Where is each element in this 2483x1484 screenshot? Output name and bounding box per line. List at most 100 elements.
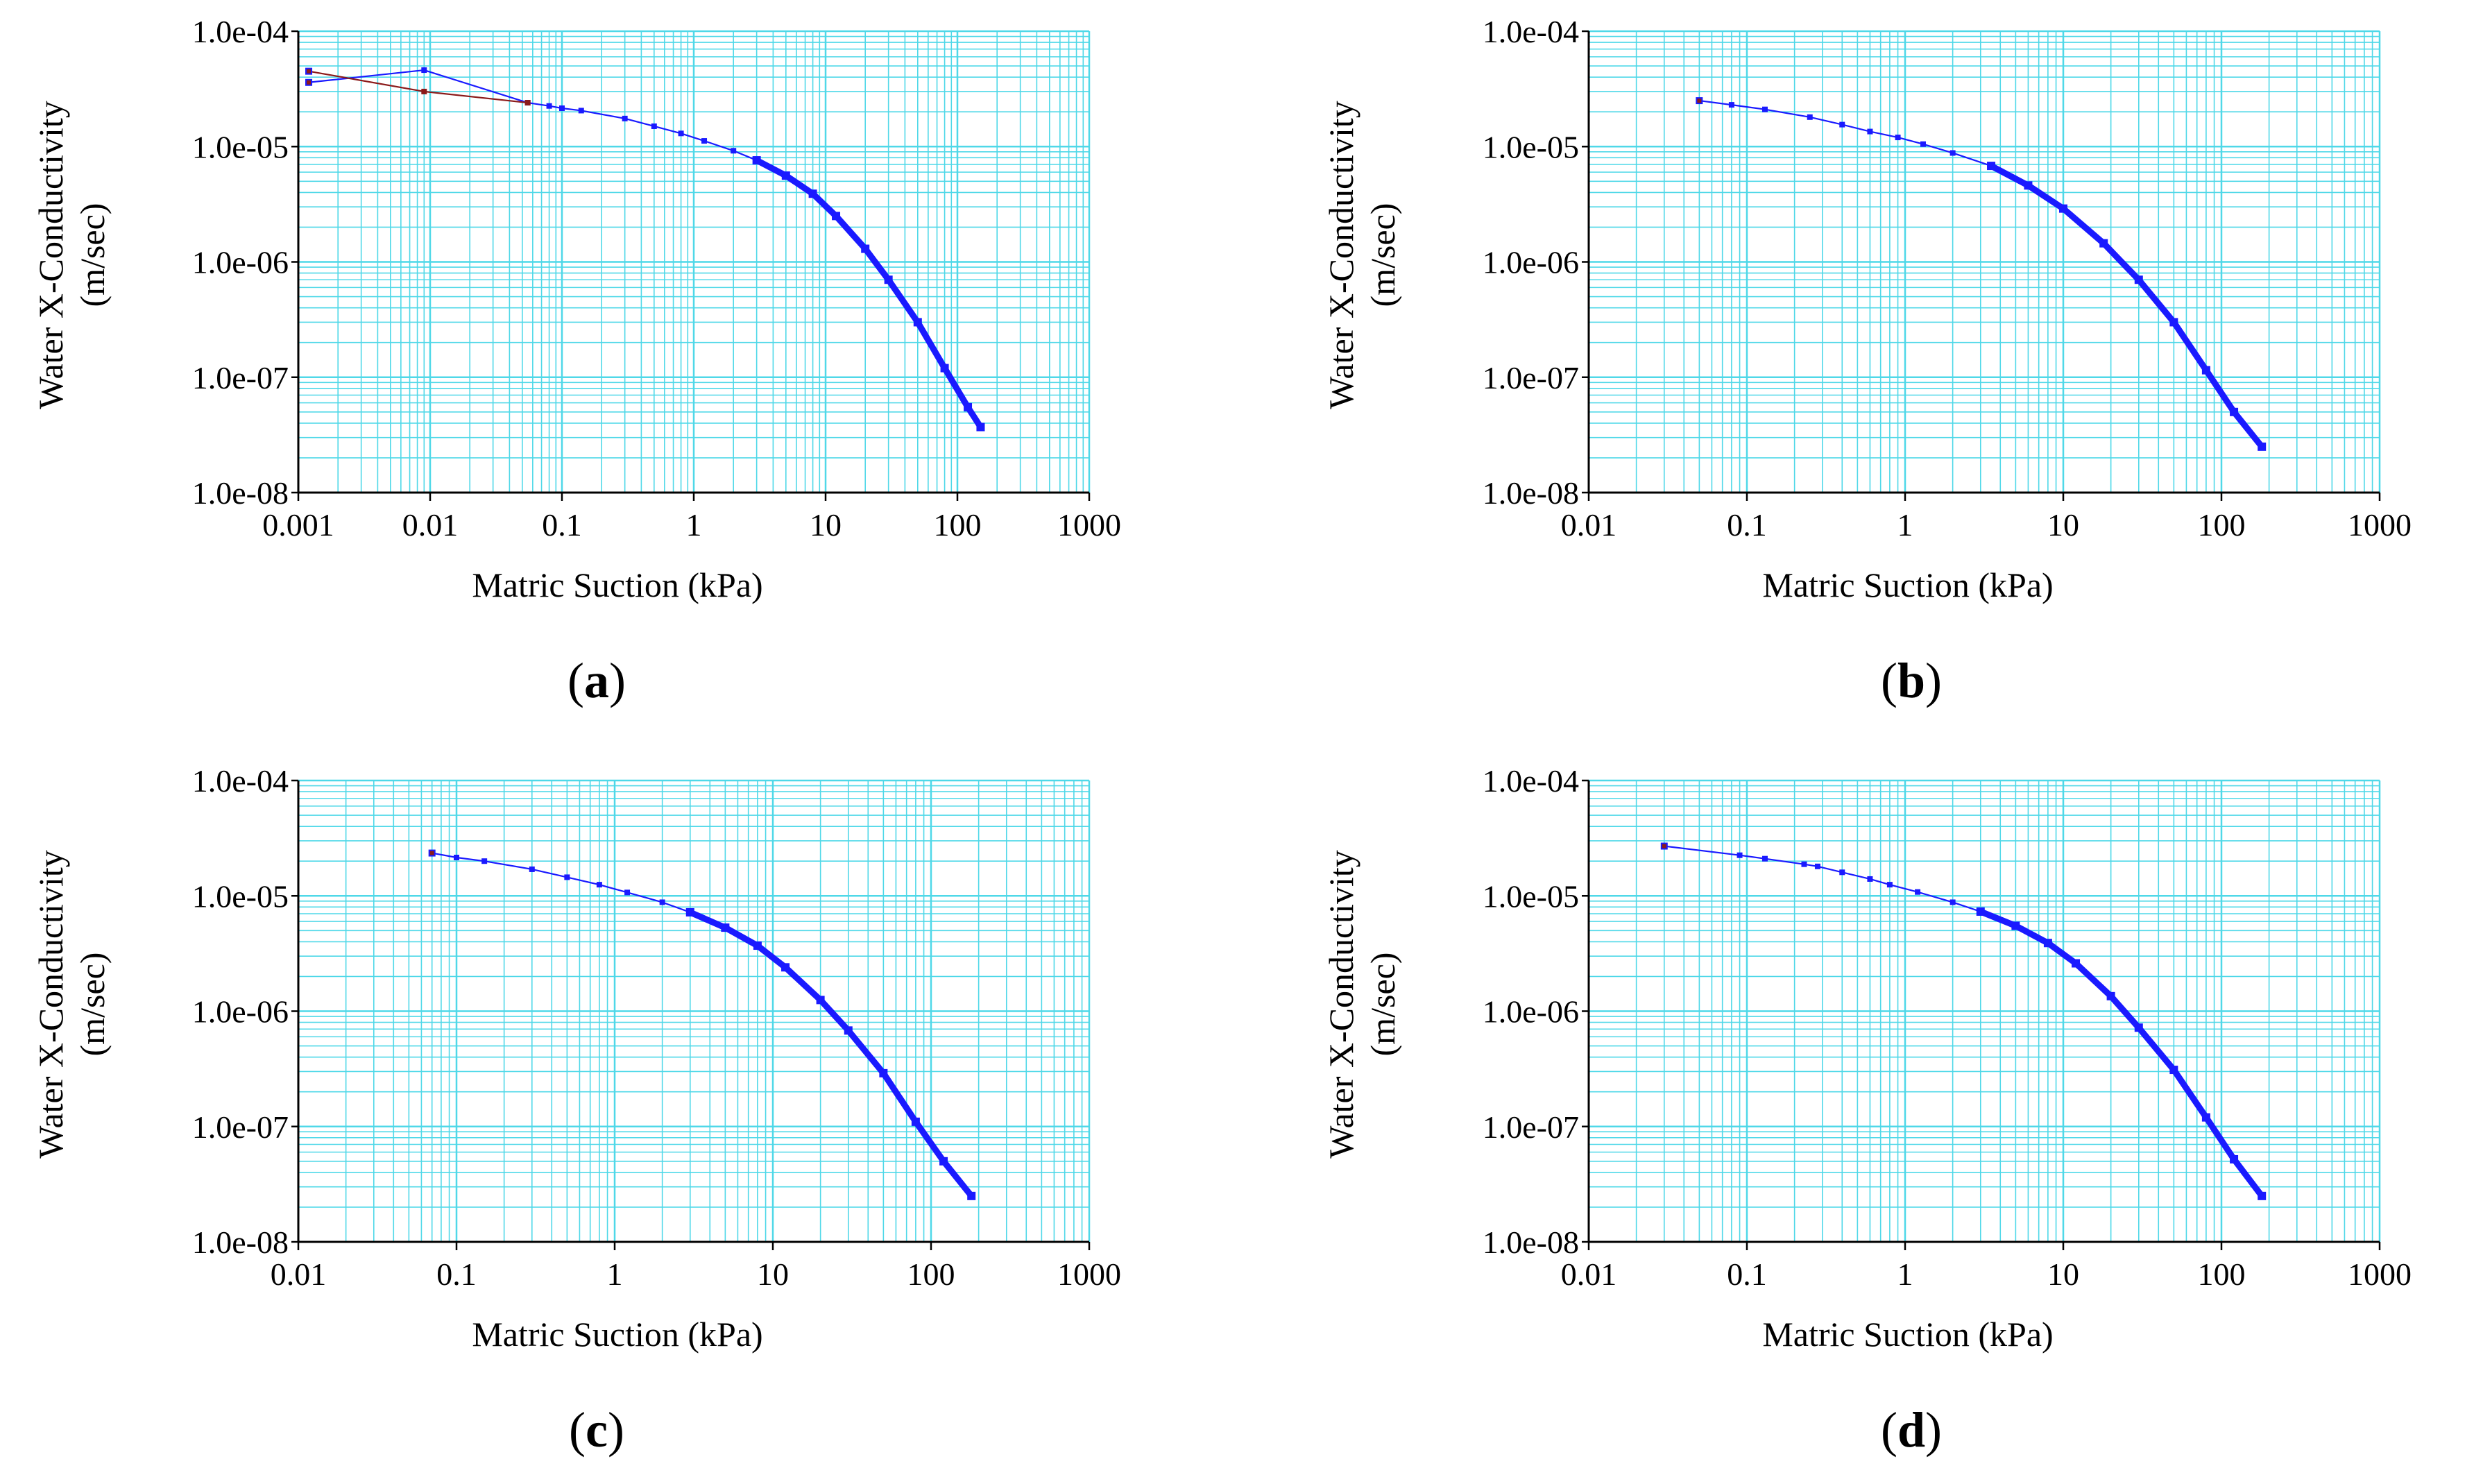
series-segment: [2072, 960, 2115, 1000]
chart-d: 0.01 0.1 1 10 100 1000 1.0e-08 1.0e-07 1.0e-06 1.…: [1322, 763, 2412, 1354]
y-tick-label: 1.0e-04: [192, 14, 289, 49]
series-segment: [431, 852, 458, 859]
y-axis-units: (m/sec): [73, 203, 112, 307]
data-point: [622, 115, 628, 121]
data-point: [2134, 1023, 2143, 1032]
data-point: [721, 923, 730, 932]
data-point: [913, 318, 922, 327]
data-point: [2201, 1113, 2210, 1122]
series-segment: [423, 69, 529, 104]
x-tick-label: 1: [686, 507, 702, 543]
data-point: [911, 1117, 920, 1126]
data-point: [2099, 239, 2108, 248]
x-axis-title: Matric Suction (kPa): [1762, 1315, 2053, 1354]
series-segment: [1698, 99, 1733, 106]
y-tick-label: 1.0e-08: [192, 1225, 289, 1260]
data-point: [1920, 141, 1926, 147]
y-tick-label: 1.0e-07: [1483, 1109, 1579, 1145]
data-point: [2024, 181, 2033, 190]
x-tick-label: 1: [607, 1256, 623, 1292]
series-segment: [2203, 1114, 2237, 1163]
x-tick-label: 0.1: [436, 1256, 477, 1292]
y-tick-label: 1.0e-08: [1483, 475, 1579, 511]
data-point: [781, 171, 790, 180]
series-segment: [1663, 845, 1741, 856]
series-segment: [845, 1027, 887, 1077]
y-axis-title: Water X-Conductivity: [1322, 101, 1360, 409]
series-segment: [880, 1070, 919, 1125]
series-segment: [1869, 130, 1899, 139]
series-segment: [2170, 1066, 2210, 1121]
x-tick-label: 0.1: [1727, 507, 1767, 543]
y-tick-label: 1.0e-07: [1483, 360, 1579, 395]
series-segment: [531, 868, 568, 878]
series-segment: [2230, 409, 2265, 450]
data-point: [939, 1157, 948, 1166]
data-point: [976, 423, 985, 432]
series-segment: [527, 101, 550, 107]
data-point: [844, 1026, 853, 1035]
data-point: [428, 849, 436, 857]
series-segment: [661, 901, 691, 914]
data-point: [481, 858, 488, 864]
y-tick-label: 1.0e-08: [1483, 1225, 1579, 1260]
series-segment: [2060, 205, 2107, 247]
y-tick-label: 1.0e-08: [192, 475, 289, 511]
series-segment: [2135, 1024, 2177, 1073]
data-point: [2169, 1066, 2178, 1075]
y-tick-label: 1.0e-06: [192, 994, 289, 1030]
series-segment: [1922, 143, 1954, 154]
series-segment: [687, 909, 728, 931]
data-point: [678, 130, 684, 137]
data-point: [1696, 97, 1703, 105]
x-tick-label: 0.1: [1727, 1256, 1767, 1292]
x-tick-label: 0.01: [1561, 507, 1617, 543]
series-segment: [753, 157, 790, 179]
x-axis-title: Matric Suction (kPa): [472, 565, 762, 604]
series-segment: [1988, 162, 2031, 189]
x-axis-title: Matric Suction (kPa): [472, 1315, 762, 1354]
data-point: [1987, 162, 1996, 171]
y-tick-label: 1.0e-04: [1483, 763, 1579, 799]
series-segment: [862, 246, 892, 283]
data-point: [832, 212, 841, 221]
series-segment: [561, 107, 582, 112]
x-tick-label: 100: [907, 1256, 955, 1292]
data-point: [529, 866, 535, 872]
series-segment: [1841, 871, 1871, 880]
data-point: [1761, 106, 1768, 112]
series-segment: [566, 876, 601, 886]
chart-a: 0.001 0.01 0.1 1 10 100 1000 1.0e-08 1.0e-07 1.0e…: [31, 14, 1121, 604]
data-point: [967, 1191, 976, 1200]
y-axis-title: Water X-Conductivity: [31, 850, 70, 1158]
series-segment: [1888, 884, 1919, 893]
y-axis-units: (m/sec): [73, 953, 112, 1057]
data-point: [1915, 889, 1921, 895]
x-tick-label: 1000: [2348, 507, 2412, 543]
chart-panel-c: 0.01 0.1 1 10 100 1000 1.0e-08 1.0e-07 1.0e-06 1.…: [14, 763, 1193, 1458]
panel-label-a: (a): [568, 653, 626, 708]
x-axis-title: Matric Suction (kPa): [1762, 565, 2053, 604]
series-segment: [817, 996, 852, 1034]
y-tick-label: 1.0e-07: [192, 1109, 289, 1145]
data-point: [2043, 939, 2052, 948]
series-segment: [624, 117, 655, 128]
series-segment: [626, 892, 663, 903]
panel-label-d: (d): [1880, 1402, 1942, 1458]
series-segment: [455, 856, 486, 862]
data-point: [1814, 863, 1820, 869]
x-tick-label: 0.01: [271, 1256, 327, 1292]
data-point: [816, 996, 825, 1005]
series-segment: [1739, 854, 1766, 860]
chart-panel-d: 0.01 0.1 1 10 100 1000 1.0e-08 1.0e-07 1.0e-06 1.…: [1304, 763, 2483, 1458]
data-point: [1976, 907, 1985, 916]
data-point: [2134, 275, 2143, 284]
data-point: [940, 364, 949, 373]
data-point: [2258, 1191, 2267, 1200]
grid-lines: [297, 30, 1091, 494]
series-segment: [1730, 104, 1766, 110]
x-tick-label: 1: [1897, 507, 1913, 543]
panel-label-c: (c): [569, 1402, 624, 1458]
data-point: [781, 963, 790, 972]
series-segment: [914, 318, 948, 372]
